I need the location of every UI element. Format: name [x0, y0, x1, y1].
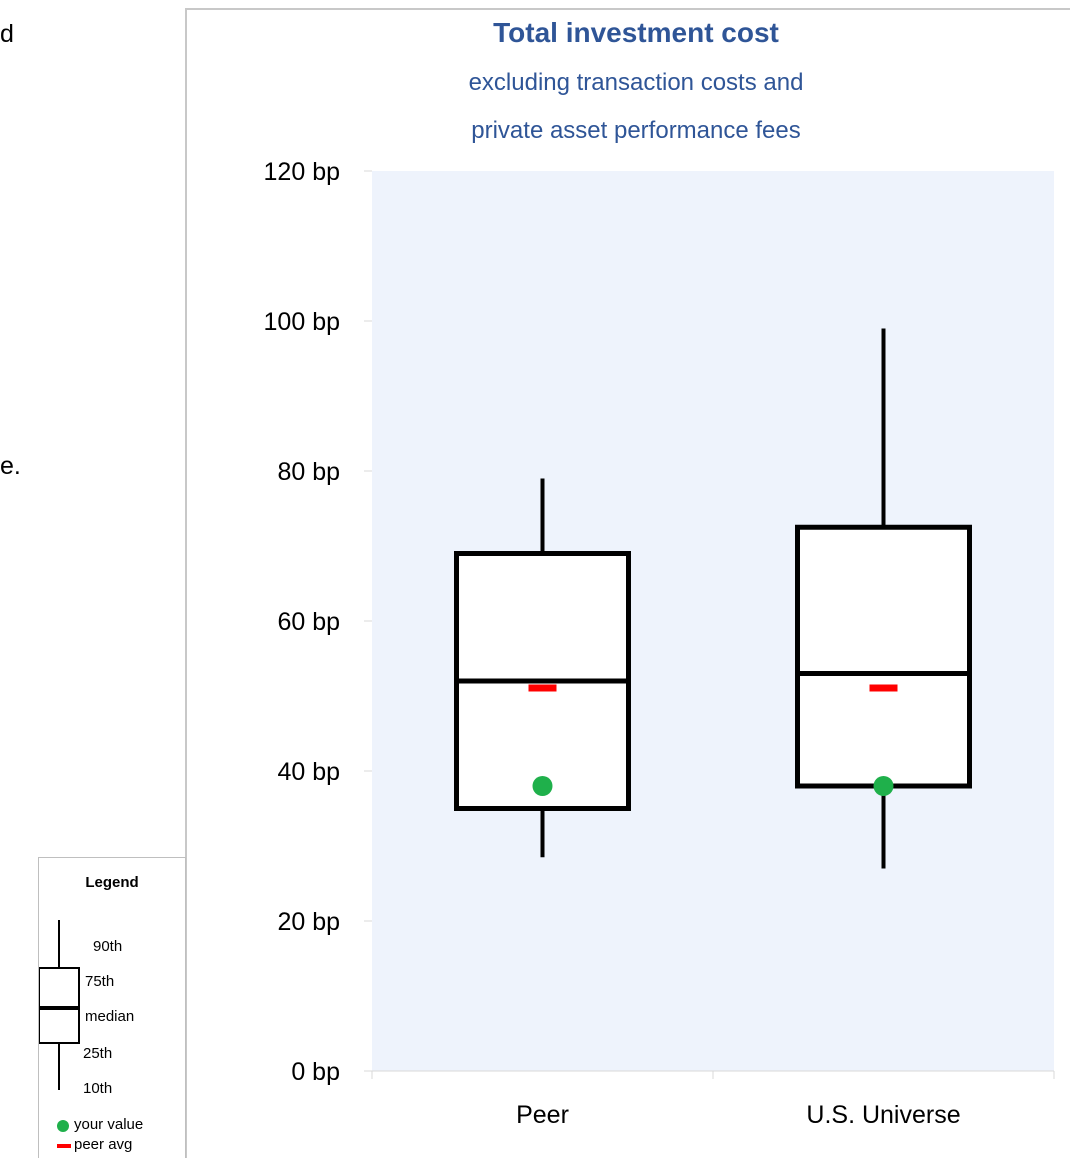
legend-label-75th: 75th [85, 973, 115, 990]
your-value-marker [873, 776, 894, 796]
cropped-text-fragment-1: d [0, 20, 14, 48]
y-tick-label: 20 bp [277, 908, 340, 936]
legend: Legend 90th 75th median 25th 10th your v… [38, 857, 186, 1158]
y-tick-label: 80 bp [277, 458, 340, 486]
chart-frame [185, 8, 1070, 1158]
legend-box-diagram [39, 920, 80, 1148]
your-value-marker [532, 776, 553, 796]
y-tick-label: 40 bp [277, 758, 340, 786]
legend-label-10th: 10th [83, 1080, 113, 1097]
legend-label-median: median [85, 1008, 135, 1025]
cropped-text-fragment-2: e. [0, 452, 21, 480]
x-category-label: Peer [516, 1101, 569, 1129]
y-tick-label: 120 bp [264, 158, 340, 186]
chart-subtitle-line-2: private asset performance fees [471, 117, 801, 144]
peer-avg-marker [869, 684, 898, 692]
legend-label-peer-avg: peer avg [74, 1136, 133, 1153]
y-tick-label: 100 bp [264, 308, 340, 336]
legend-label-25th: 25th [83, 1045, 113, 1062]
y-tick-label: 0 bp [291, 1058, 340, 1086]
peer-avg-marker [528, 684, 557, 692]
legend-label-90th: 90th [93, 938, 123, 955]
legend-title: Legend [85, 874, 139, 891]
legend-peer-avg-marker [57, 1144, 71, 1148]
chart-title: Total investment cost [493, 17, 779, 48]
legend-your-value-marker [57, 1120, 69, 1132]
interquartile-box [795, 524, 972, 789]
x-category-label: U.S. Universe [806, 1101, 960, 1129]
legend-label-your-value: your value [74, 1116, 144, 1133]
chart-subtitle-line-1: excluding transaction costs and [469, 69, 804, 96]
y-tick-label: 60 bp [277, 608, 340, 636]
